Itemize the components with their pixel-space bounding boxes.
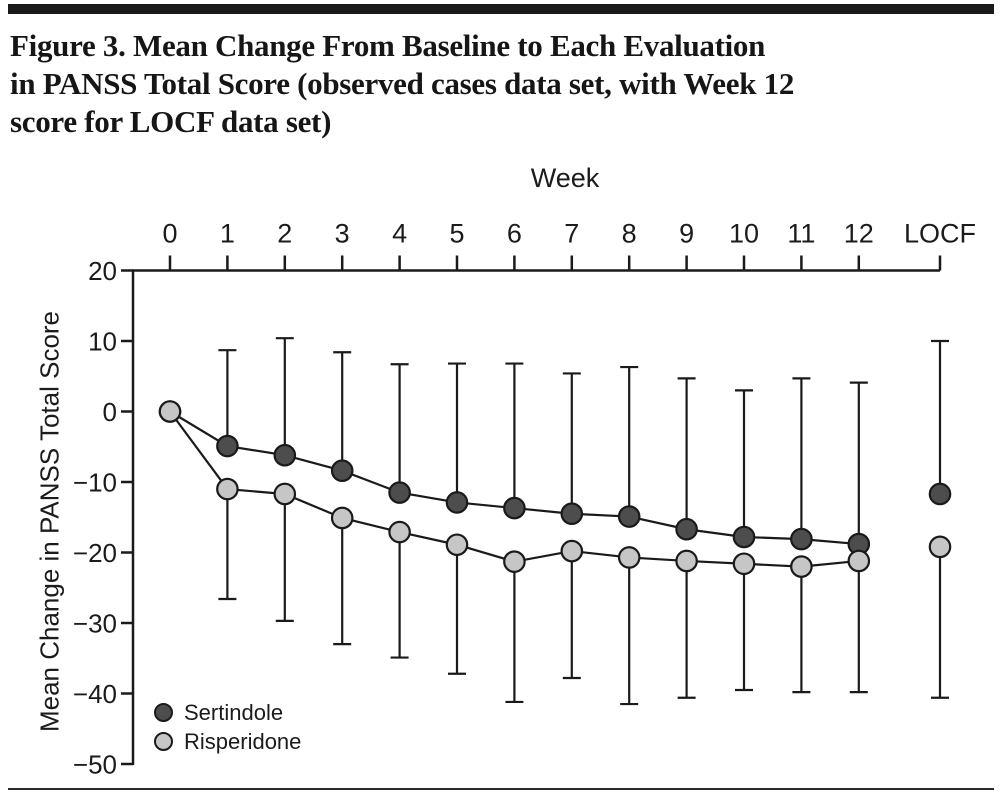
risperidone-marker-icon	[154, 732, 173, 751]
data-point-risperidone-LOCF	[928, 535, 952, 559]
data-point-sertindole-10	[732, 525, 756, 549]
y-tick-label: −40	[73, 679, 117, 709]
data-point-risperidone-8	[617, 546, 641, 569]
figure-title-line: score for LOCF data set)	[10, 104, 332, 139]
x-tick-label: 10	[729, 219, 759, 249]
x-tick-label: 3	[335, 219, 350, 249]
y-tick-label: −10	[73, 468, 117, 498]
data-point-sertindole-LOCF	[928, 482, 952, 506]
data-point-risperidone-6	[503, 550, 526, 573]
x-tick-label: 6	[507, 219, 522, 249]
x-axis-title: Week	[530, 163, 600, 193]
x-tick-label: 12	[844, 219, 874, 249]
x-tick-label: 0	[162, 219, 177, 249]
x-tick-label: 7	[564, 219, 579, 249]
y-tick-label: −50	[73, 750, 117, 780]
data-point-risperidone-2	[273, 482, 297, 506]
data-point-sertindole-11	[790, 527, 813, 551]
legend-item-sertindole: Sertindole	[154, 698, 301, 727]
data-point-sertindole-9	[675, 517, 698, 541]
x-tick-label: 2	[277, 219, 292, 249]
data-point-sertindole-3	[330, 459, 354, 483]
legend-label-risperidone: Risperidone	[184, 728, 302, 754]
data-point-risperidone-0	[158, 400, 182, 423]
data-point-sertindole-2	[273, 443, 297, 467]
y-tick-label: 10	[88, 327, 117, 357]
data-point-sertindole-5	[445, 491, 469, 514]
data-point-sertindole-7	[560, 502, 584, 526]
data-point-risperidone-4	[388, 520, 411, 544]
data-point-risperidone-1	[216, 477, 239, 501]
x-tick-label: 1	[220, 219, 235, 249]
y-tick-label: 20	[88, 256, 117, 286]
x-tick-label: 9	[679, 219, 694, 249]
data-point-risperidone-3	[330, 506, 354, 530]
data-point-sertindole-1	[216, 434, 239, 458]
data-point-risperidone-5	[445, 533, 469, 557]
x-tick-label: LOCF	[904, 219, 976, 249]
data-point-sertindole-4	[388, 481, 411, 504]
x-tick-label: 4	[392, 219, 407, 249]
x-tick-label: 11	[787, 219, 815, 249]
legend-item-risperidone: Risperidone	[154, 727, 301, 756]
legend-label-sertindole: Sertindole	[184, 699, 284, 725]
y-tick-label: −30	[73, 609, 117, 639]
chart-legend: Sertindole Risperidone	[154, 698, 301, 756]
y-tick-label: −20	[73, 538, 117, 568]
data-point-risperidone-11	[790, 555, 813, 578]
figure-title-line: Figure 3. Mean Change From Baseline to E…	[10, 28, 766, 63]
top-rule	[8, 4, 994, 14]
data-point-risperidone-10	[732, 552, 756, 576]
bottom-rule	[8, 788, 994, 790]
y-tick-label: 0	[103, 397, 117, 427]
figure-title: Figure 3. Mean Change From Baseline to E…	[10, 27, 995, 141]
sertindole-marker-icon	[154, 703, 173, 722]
data-point-sertindole-6	[503, 496, 526, 520]
data-point-risperidone-12	[847, 549, 871, 573]
data-point-sertindole-8	[617, 505, 641, 528]
figure-title-line: in PANSS Total Score (observed cases dat…	[10, 66, 795, 101]
x-tick-label: 5	[449, 219, 464, 249]
data-point-risperidone-7	[560, 539, 584, 563]
x-tick-label: 8	[622, 219, 637, 249]
data-point-risperidone-9	[675, 549, 698, 573]
